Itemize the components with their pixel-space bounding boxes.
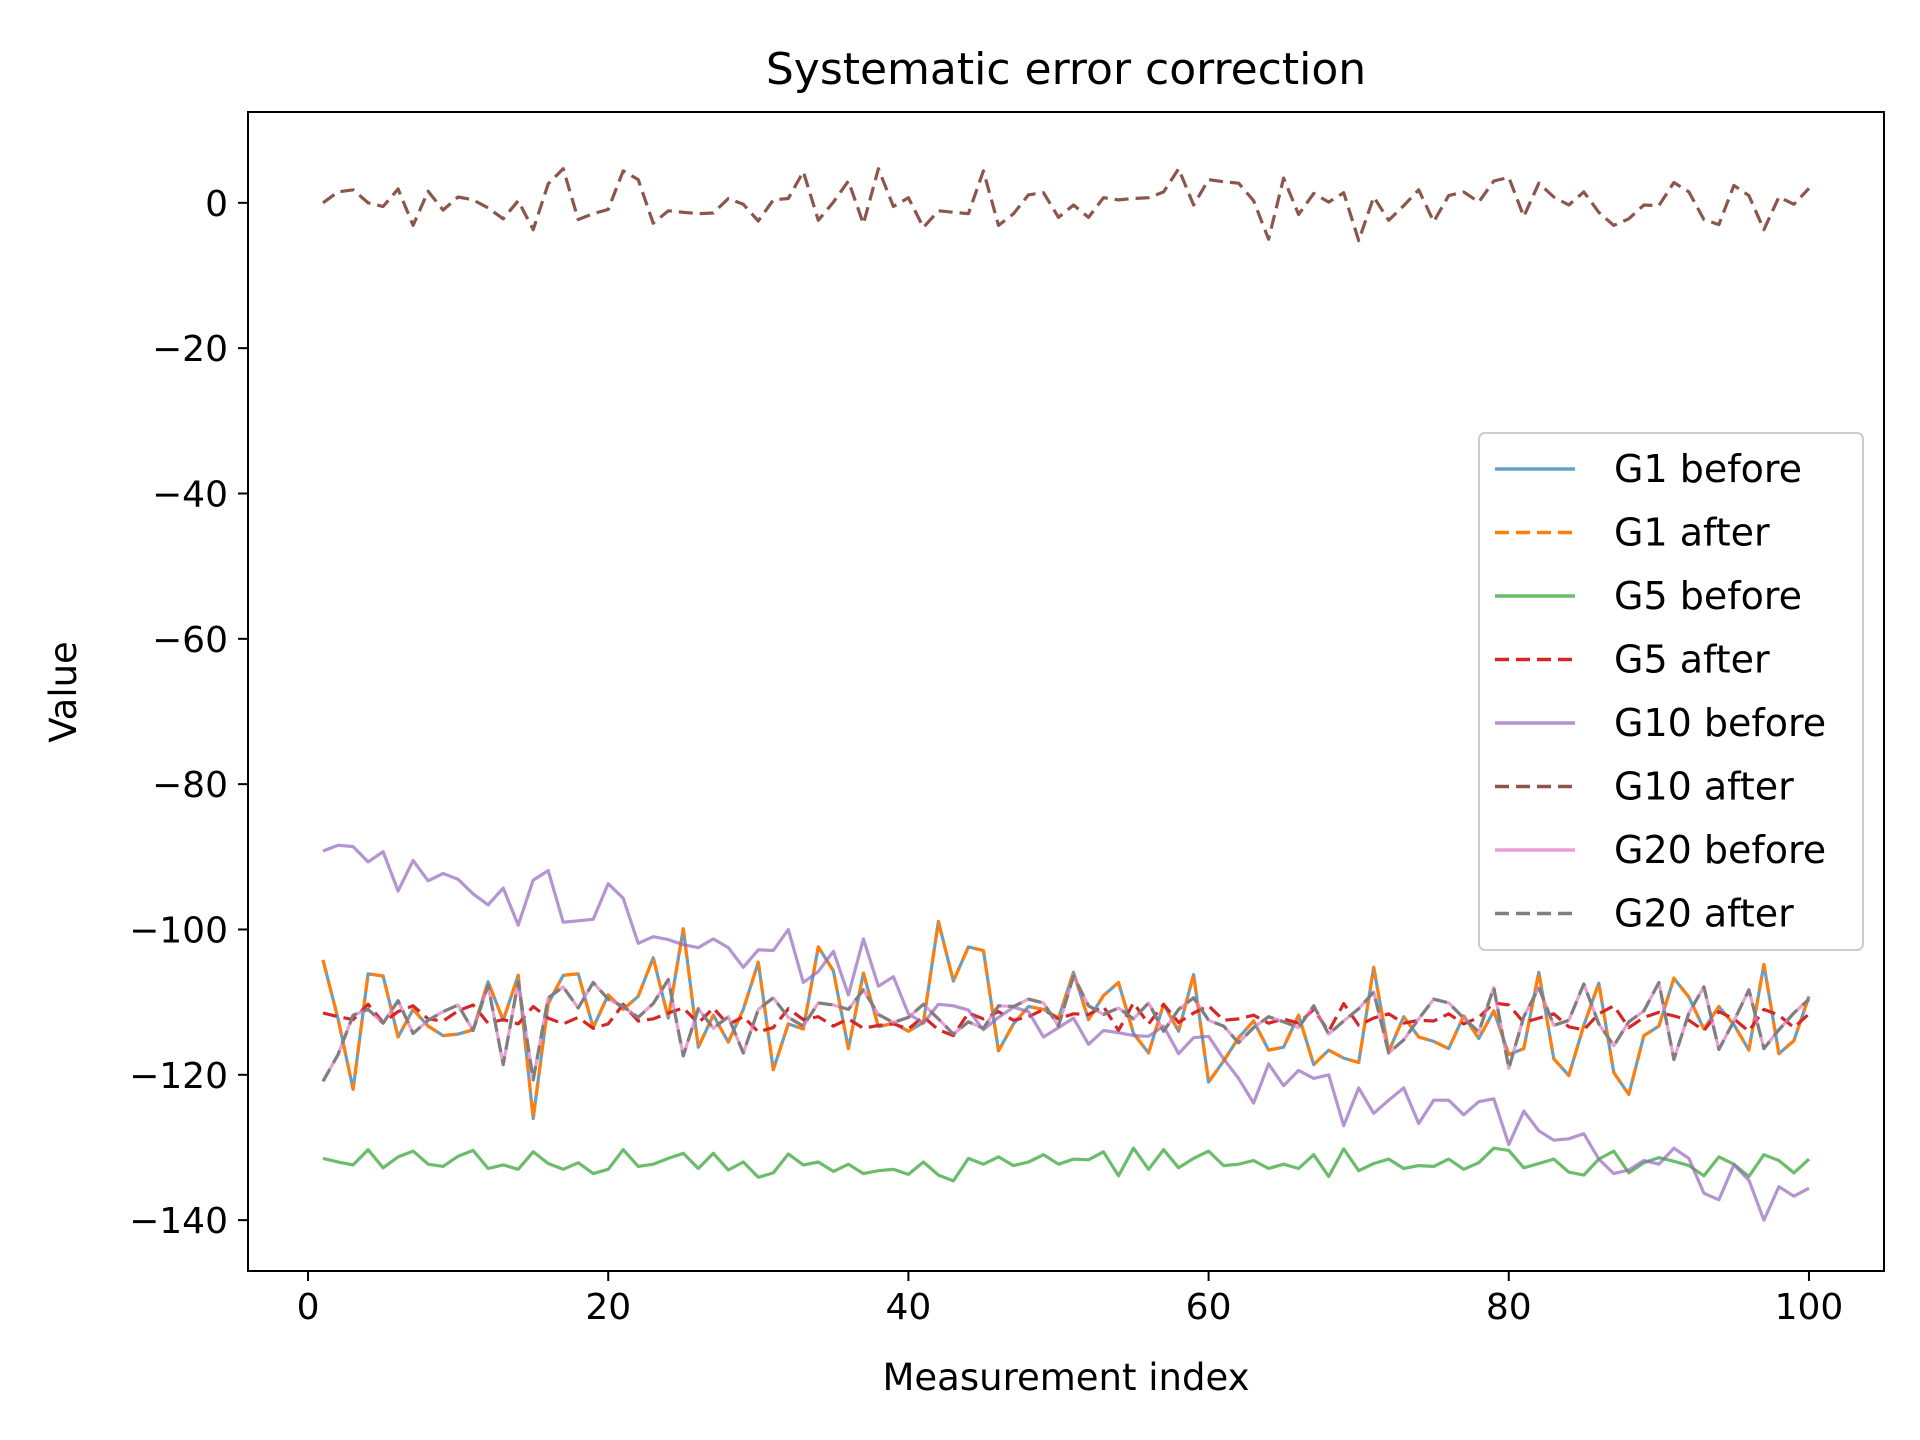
- plot-frame: [247, 111, 1885, 1272]
- legend-label: G1 after: [1614, 511, 1770, 555]
- y-tick-label: 0: [205, 184, 228, 225]
- chart-title: Systematic error correction: [766, 44, 1366, 95]
- plot-lines: [321, 167, 1811, 1222]
- x-tick-label: 20: [585, 1287, 631, 1328]
- x-tick-label: 60: [1186, 1287, 1232, 1328]
- legend-label: G10 before: [1614, 701, 1826, 745]
- y-tick-label: −60: [152, 620, 228, 661]
- y-tick-label: −120: [129, 1056, 228, 1097]
- y-axis-label: Value: [42, 641, 85, 743]
- y-tick-label: −20: [152, 329, 228, 370]
- legend-label: G1 before: [1614, 447, 1802, 491]
- x-tick-label: 40: [885, 1287, 931, 1328]
- y-tick-label: −80: [152, 765, 228, 806]
- legend-label: G20 after: [1614, 892, 1794, 936]
- x-tick-label: 0: [297, 1287, 320, 1328]
- x-axis-ticks: 0 20 40 60 80 100: [297, 1271, 1844, 1328]
- y-tick-label: −140: [129, 1201, 228, 1242]
- series-line-g20-after: [321, 974, 1811, 1083]
- y-tick-label: −40: [152, 474, 228, 515]
- series-line-g1-after: [321, 919, 1811, 1121]
- y-axis-ticks: 0 −20 −40 −60 −80 −100 −120 −140: [129, 184, 248, 1242]
- series-line-g10-before: [322, 843, 1810, 1222]
- x-axis-label: Measurement index: [882, 1356, 1249, 1399]
- series-line-g5-after: [322, 1001, 1811, 1038]
- x-tick-label: 100: [1775, 1287, 1844, 1328]
- legend-box: [1478, 432, 1864, 951]
- legend: G1 before G1 after G5 before G5 after G10 be…: [1478, 432, 1864, 951]
- legend-label: G5 before: [1614, 574, 1802, 618]
- series-line-g5-before: [322, 1146, 1811, 1183]
- legend-label: G5 after: [1614, 638, 1770, 682]
- x-tick-label: 80: [1486, 1287, 1532, 1328]
- legend-label: G10 after: [1614, 765, 1794, 809]
- legend-label: G20 before: [1614, 828, 1826, 872]
- series-line-g10-after: [322, 167, 1811, 243]
- y-tick-label: −100: [129, 910, 228, 951]
